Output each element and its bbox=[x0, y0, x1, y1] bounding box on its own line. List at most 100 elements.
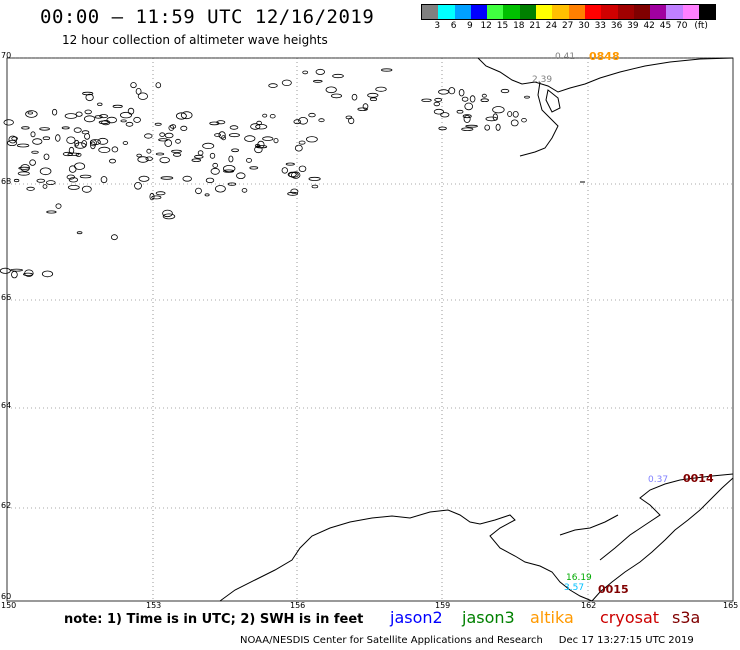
ice-contour bbox=[311, 184, 319, 189]
legend-label: 33 bbox=[594, 21, 607, 31]
ice-contour bbox=[39, 127, 50, 131]
ice-contour bbox=[138, 175, 150, 182]
ice-contour bbox=[94, 115, 103, 119]
ice-contour bbox=[485, 116, 498, 122]
ice-contour bbox=[507, 111, 513, 117]
ice-contour bbox=[229, 125, 239, 130]
ice-contour bbox=[22, 272, 33, 276]
legend-swatch bbox=[666, 5, 683, 19]
ice-contour bbox=[66, 174, 75, 180]
ice-contour bbox=[42, 136, 51, 141]
ice-contour bbox=[262, 136, 274, 142]
ice-contour bbox=[315, 68, 326, 75]
ice-contour bbox=[112, 104, 123, 109]
legend-swatch bbox=[454, 5, 471, 19]
lat-label-60: 60 bbox=[1, 592, 12, 601]
ice-contour bbox=[39, 167, 52, 176]
legend-label: 27 bbox=[561, 21, 574, 31]
ice-contour bbox=[484, 124, 491, 131]
ice-contour bbox=[241, 188, 248, 193]
ice-contour bbox=[55, 203, 62, 209]
ice-contour bbox=[13, 178, 20, 183]
ice-contour bbox=[111, 146, 119, 153]
lon-label-156: 156 bbox=[290, 601, 306, 610]
ice-contour bbox=[458, 88, 465, 97]
ice-contour bbox=[29, 159, 36, 166]
ice-contour bbox=[7, 139, 18, 146]
lon-label-153: 153 bbox=[146, 601, 162, 610]
ice-contour bbox=[97, 102, 103, 106]
ice-contour bbox=[51, 108, 58, 116]
ice-contour bbox=[469, 95, 476, 103]
ice-contour bbox=[197, 150, 204, 156]
ice-contour bbox=[500, 88, 510, 94]
lon-label-165: 165 bbox=[723, 601, 739, 610]
lat-label-70: 70 bbox=[1, 51, 12, 60]
ice-contour bbox=[155, 152, 165, 156]
legend-swatch bbox=[503, 5, 520, 19]
ice-contour bbox=[125, 121, 134, 127]
ice-contour bbox=[42, 184, 48, 189]
legend-swatch bbox=[568, 5, 585, 19]
ice-contour bbox=[162, 213, 176, 220]
ice-contour bbox=[462, 114, 472, 119]
ice-contour bbox=[209, 152, 216, 159]
satellite-cryosat: cryosat bbox=[600, 608, 660, 627]
swh-value: 0.41 bbox=[555, 52, 576, 62]
ice-contour bbox=[68, 165, 77, 173]
ice-contour bbox=[68, 146, 75, 155]
ice-contour bbox=[495, 123, 501, 131]
ice-contour bbox=[74, 162, 86, 170]
ice-contour bbox=[74, 142, 87, 149]
ice-contour bbox=[36, 178, 46, 183]
ice-contour bbox=[302, 70, 309, 75]
ice-contours bbox=[0, 68, 530, 279]
gridlines bbox=[7, 57, 733, 601]
ice-contour bbox=[202, 142, 215, 149]
ice-contour bbox=[64, 113, 78, 119]
ice-contour bbox=[144, 133, 153, 139]
legend-swatch bbox=[699, 5, 716, 19]
ice-contour bbox=[145, 156, 153, 161]
ice-contour bbox=[318, 118, 325, 123]
satellite-jason2: jason2 bbox=[390, 608, 443, 627]
satellite-altika: altika bbox=[530, 608, 574, 627]
lat-label-62: 62 bbox=[1, 501, 12, 510]
legend-label: 18 bbox=[513, 21, 525, 31]
ice-contour bbox=[74, 139, 80, 147]
ice-contour bbox=[8, 135, 18, 144]
legend-swatch bbox=[650, 5, 667, 19]
ice-contour bbox=[79, 174, 92, 179]
ice-contour bbox=[76, 231, 83, 235]
ice-contour bbox=[62, 151, 74, 157]
ice-contour bbox=[133, 116, 141, 123]
ice-contour bbox=[136, 153, 142, 158]
ice-contour bbox=[357, 107, 368, 111]
ice-contour bbox=[205, 177, 215, 184]
ice-contour bbox=[43, 153, 50, 160]
ice-contour bbox=[228, 155, 234, 163]
ice-contour bbox=[10, 268, 24, 272]
ice-contour bbox=[293, 119, 302, 125]
ice-contour bbox=[214, 185, 226, 193]
ice-contour bbox=[218, 131, 226, 139]
map-frame bbox=[6, 57, 734, 602]
ice-contour bbox=[212, 162, 219, 168]
pass-time-0014: 0014 bbox=[683, 472, 714, 485]
ice-contour bbox=[146, 148, 152, 154]
ice-contour bbox=[81, 185, 92, 193]
ice-contour bbox=[308, 176, 321, 181]
legend-label: 9 bbox=[467, 21, 473, 31]
ice-contour bbox=[11, 136, 18, 141]
legend-label: 45 bbox=[659, 21, 672, 31]
ice-contour bbox=[55, 134, 61, 142]
ice-contour bbox=[68, 177, 79, 183]
ice-contour bbox=[250, 123, 261, 130]
ice-contour bbox=[369, 97, 378, 101]
ice-contour bbox=[434, 97, 443, 102]
ice-contour bbox=[164, 139, 173, 147]
ice-contour bbox=[298, 140, 306, 145]
ice-contour bbox=[67, 184, 80, 190]
ice-contour bbox=[521, 117, 527, 123]
ice-contour bbox=[480, 98, 489, 102]
